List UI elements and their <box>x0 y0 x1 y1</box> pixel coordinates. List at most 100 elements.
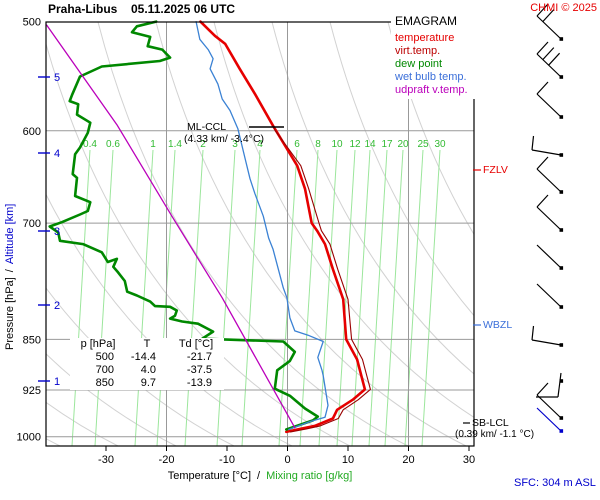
table-header: T <box>143 338 151 350</box>
temperature-curve <box>199 20 367 434</box>
table-cell: -21.7 <box>186 351 212 363</box>
svg-text:12: 12 <box>349 139 361 150</box>
sounding-datetime: 05.11.2025 06 UTC <box>131 2 236 16</box>
mlccl-label: ML-CCL <box>187 121 227 133</box>
svg-text:-20: -20 <box>159 454 175 466</box>
sblcl-detail: (0.39 km/ -1.1 °C) <box>455 429 535 440</box>
svg-text:6: 6 <box>294 139 300 150</box>
fzlv-label: FZLV <box>483 164 508 176</box>
surface-elevation-label: SFC: 304 m ASL <box>514 477 596 489</box>
svg-text:-10: -10 <box>219 454 235 466</box>
svg-text:10: 10 <box>331 139 343 150</box>
table-header: p [hPa] <box>80 338 116 350</box>
wind-barb-icon <box>536 244 564 270</box>
svg-text:3: 3 <box>54 226 60 238</box>
dry-adiabat-lines <box>46 22 474 446</box>
y-axis-label-pressure: Pressure [hPa] <box>4 277 16 350</box>
svg-text:0: 0 <box>284 454 290 466</box>
table-cell: -37.5 <box>186 364 212 376</box>
mixing-ratio-labels: 0.4 0.6 1 1.4 2 3 4 6 8 10 12 14 17 20 25 30 <box>83 139 446 150</box>
x-axis-label-separator: / <box>257 470 261 482</box>
legend-item: temperature <box>395 32 455 44</box>
y-axis-label-altitude: Altitude [km] <box>4 203 16 265</box>
virt-temp-curve <box>272 125 371 433</box>
svg-text:8: 8 <box>315 139 321 150</box>
svg-text:1000: 1000 <box>17 432 41 444</box>
udpraft-v-temp-curve <box>46 24 296 429</box>
svg-text:14: 14 <box>364 139 376 150</box>
pressure-tick-labels: 500 600 700 850 925 1000 <box>17 17 41 444</box>
plot-border <box>45 21 475 447</box>
level-marker-dashes <box>249 126 481 424</box>
svg-text:20: 20 <box>397 139 409 150</box>
svg-text:-30: -30 <box>98 454 114 466</box>
table-cell: 9.7 <box>140 377 156 389</box>
svg-text:17: 17 <box>381 139 393 150</box>
x-axis-label: Temperature [°C] / Mixing ratio [g/kg] <box>46 470 474 482</box>
svg-text:0.6: 0.6 <box>106 139 120 150</box>
wind-barb-icon <box>531 135 564 157</box>
svg-text:700: 700 <box>23 218 41 230</box>
wind-barb-icon <box>531 325 564 347</box>
svg-text:25: 25 <box>417 139 429 150</box>
svg-text:4: 4 <box>257 139 263 150</box>
y-axis-label-separator: / <box>4 269 16 273</box>
wind-barb-icon <box>536 283 564 309</box>
gridlines <box>46 22 474 446</box>
svg-text:925: 925 <box>23 385 41 397</box>
y-axis-label: Pressure [hPa] / Altitude [km] <box>4 204 16 350</box>
svg-text:2: 2 <box>54 300 60 312</box>
table-cell: -14.4 <box>130 351 156 363</box>
wind-barb-column <box>531 3 564 433</box>
legend-item: udpraft v.temp. <box>395 84 468 96</box>
mixing-ratio-lines <box>71 149 441 447</box>
sounding-table: p [hPa] T Td [°C] 500 -14.4 -21.7 700 4.0 -37.5 8… <box>70 338 224 390</box>
svg-text:1: 1 <box>150 139 156 150</box>
svg-text:10: 10 <box>342 454 354 466</box>
altitude-tick-labels: 5 4 3 2 1 <box>38 72 60 388</box>
x-axis-label-temperature: Temperature [°C] <box>167 470 251 482</box>
svg-text:5: 5 <box>54 72 60 84</box>
legend-item: virt.temp. <box>395 45 441 57</box>
wind-barb-icon <box>536 194 564 232</box>
table-cell: 850 <box>95 377 114 389</box>
wind-barb-icon <box>536 81 564 119</box>
svg-text:30: 30 <box>463 454 475 466</box>
legend-item: wet bulb temp. <box>395 71 467 83</box>
svg-text:20: 20 <box>402 454 414 466</box>
wind-barb-icon <box>536 156 564 194</box>
svg-text:0.4: 0.4 <box>83 139 97 150</box>
legend-items: temperature virt.temp. dew point wet bulb t… <box>395 32 481 97</box>
svg-text:1.4: 1.4 <box>168 139 182 150</box>
svg-text:4: 4 <box>54 148 60 160</box>
svg-text:500: 500 <box>23 17 41 29</box>
svg-text:2: 2 <box>200 139 206 150</box>
dew-point-curve <box>48 20 320 431</box>
sblcl-label: SB-LCL <box>472 417 509 429</box>
wind-barb-icon <box>536 41 564 79</box>
legend-title: EMAGRAM <box>395 14 458 28</box>
table-cell: 700 <box>95 364 114 376</box>
wbzl-label: WBZL <box>483 319 513 331</box>
legend-item: dew point <box>395 58 443 70</box>
svg-text:3: 3 <box>232 139 238 150</box>
x-axis-ticks: -30 -20 -10 0 10 20 30 <box>98 446 475 466</box>
station-name: Praha-Libus <box>48 2 118 16</box>
wet-bulb-temp-curve <box>195 20 329 431</box>
x-axis-label-mixing-ratio: Mixing ratio [g/kg] <box>266 470 353 482</box>
wind-barb-icon <box>536 407 564 433</box>
wind-barb-icon <box>536 382 564 420</box>
table-header: Td [°C] <box>178 338 214 350</box>
table-cell: 500 <box>95 351 114 363</box>
table-cell: -13.9 <box>186 377 212 389</box>
svg-text:30: 30 <box>434 139 446 150</box>
svg-text:1: 1 <box>54 376 60 388</box>
wind-barb-icon <box>536 3 564 41</box>
svg-text:600: 600 <box>23 126 41 138</box>
legend: EMAGRAM temperature virt.temp. dew point we… <box>391 13 485 99</box>
table-cell: 4.0 <box>140 364 156 376</box>
svg-text:850: 850 <box>23 334 41 346</box>
wind-barb-icon <box>536 372 564 398</box>
copyright-notice: CHMI © 2025 <box>530 2 597 14</box>
